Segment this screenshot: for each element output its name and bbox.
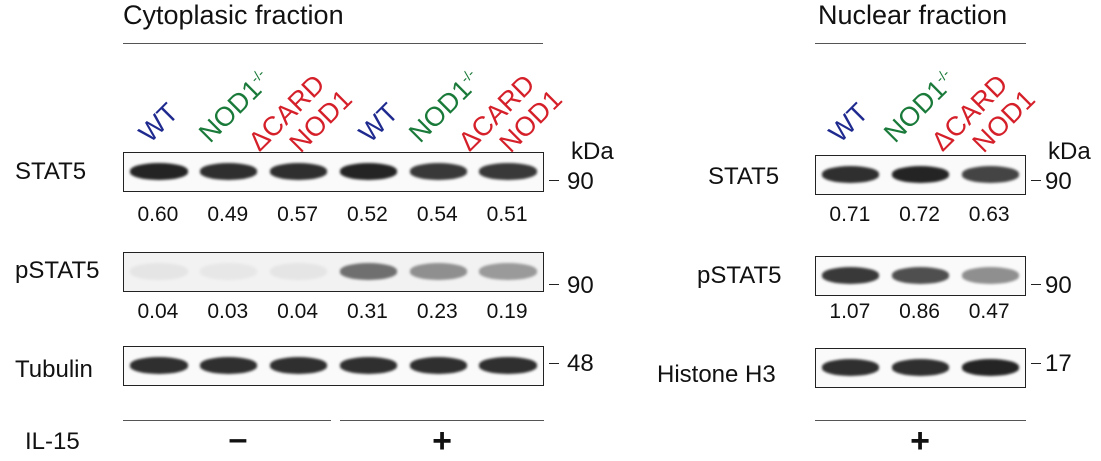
nuc-band — [891, 267, 950, 284]
nuc-treat-rule — [815, 420, 1026, 421]
nuc-quant-value: 1.07 — [829, 300, 871, 323]
nuc-lane-wt: WT — [823, 97, 874, 149]
nuc-tick-pstat5 — [1031, 284, 1041, 285]
cyto-quant-value: 0.52 — [346, 203, 388, 226]
nuc-kda-pstat5: 90 — [1045, 272, 1072, 299]
cyto-band — [339, 357, 398, 374]
cyto-band — [130, 263, 188, 280]
cyto-band — [200, 163, 258, 180]
nuc-row-label-stat5: STAT5 — [708, 163, 780, 190]
nuc-quant-value: 0.72 — [899, 203, 940, 226]
cyto-kda-stat5: 90 — [567, 168, 594, 195]
cyto-quant-value: 0.49 — [207, 203, 249, 226]
nuclear-title: Nuclear fraction — [818, 0, 1008, 30]
cyto-quant-value: 0.19 — [486, 300, 528, 323]
cyto-band — [200, 263, 258, 280]
cyto-kda-header: kDa — [571, 138, 614, 165]
nuc-band — [961, 166, 1019, 183]
cyto-quant-value: 0.57 — [277, 203, 319, 226]
cyto-treat-minus: – — [228, 420, 248, 458]
cyto-band — [339, 263, 398, 280]
cyto-lane-wt-2: WT — [353, 97, 404, 149]
nuclear-title-rule — [815, 43, 1026, 44]
nuc-quant-value: 0.86 — [899, 300, 940, 323]
cyto-band — [269, 357, 328, 374]
cyto-quant-value: 0.60 — [137, 203, 179, 226]
nuc-row-label-histone: Histone H3 — [657, 361, 776, 388]
nuc-band — [822, 267, 880, 284]
cyto-band — [200, 357, 258, 374]
cyto-band — [269, 163, 328, 180]
cyto-lane-wt-1: WT — [133, 97, 184, 149]
cyto-band — [479, 163, 537, 180]
nuc-blot-pstat5 — [815, 256, 1026, 296]
cyto-treat-plus: + — [432, 422, 452, 460]
cyto-blot-pstat5 — [123, 252, 544, 292]
nuc-kda-stat5: 90 — [1045, 168, 1072, 195]
cyto-tick-pstat5 — [549, 284, 559, 285]
cyto-quant-value: 0.03 — [207, 300, 249, 323]
nuc-tick-histone — [1031, 363, 1041, 364]
cyto-quant-value: 0.04 — [277, 300, 319, 323]
nuc-treat-plus: + — [910, 422, 930, 460]
cyto-kda-pstat5: 90 — [567, 272, 594, 299]
nuc-blot-stat5 — [815, 155, 1026, 195]
cyto-row-label-stat5: STAT5 — [15, 158, 87, 185]
cyto-row-label-pstat5: pSTAT5 — [15, 257, 100, 284]
nuc-kda-histone: 17 — [1045, 350, 1072, 377]
treatment-label: IL-15 — [25, 428, 80, 455]
cyto-row-label-tubulin: Tubulin — [15, 356, 93, 383]
cyto-title: Cytoplasic fraction — [123, 0, 344, 30]
nuc-band — [961, 359, 1019, 376]
cyto-band — [479, 357, 537, 374]
cyto-tick-stat5 — [549, 180, 559, 181]
cyto-band — [269, 263, 328, 280]
cyto-band — [479, 263, 537, 280]
cyto-band — [409, 263, 467, 280]
nuc-quant-value: 0.47 — [968, 300, 1010, 323]
cyto-band — [130, 163, 188, 180]
cyto-quant-value: 0.51 — [486, 203, 528, 226]
cyto-quant-value: 0.04 — [137, 300, 179, 323]
cyto-band — [339, 163, 398, 180]
cyto-treat-rule-plus — [340, 420, 544, 421]
cyto-kda-tubulin: 48 — [567, 350, 594, 377]
nuc-band — [822, 359, 880, 376]
cyto-quant-value: 0.31 — [346, 300, 388, 323]
nuc-band — [961, 267, 1019, 284]
cyto-band — [409, 163, 467, 180]
nuc-band — [822, 166, 880, 183]
nuc-band — [891, 166, 950, 183]
cyto-title-rule — [123, 43, 543, 44]
cyto-band — [409, 357, 467, 374]
cyto-quant-value: 0.54 — [416, 203, 458, 226]
nuc-band — [891, 359, 950, 376]
cyto-blot-stat5 — [123, 152, 544, 192]
nuc-quant-value: 0.63 — [968, 203, 1010, 226]
nuc-tick-stat5 — [1031, 180, 1041, 181]
nuc-kda-header: kDa — [1048, 138, 1091, 165]
cyto-tick-tubulin — [549, 363, 559, 364]
cyto-treat-rule-minus — [123, 420, 331, 421]
cyto-blot-tubulin — [123, 346, 544, 386]
cyto-quant-value: 0.23 — [416, 300, 458, 323]
nuc-blot-histone — [815, 348, 1026, 388]
nuc-quant-value: 0.71 — [829, 203, 871, 226]
nuc-row-label-pstat5: pSTAT5 — [697, 262, 782, 289]
cyto-band — [130, 357, 188, 374]
